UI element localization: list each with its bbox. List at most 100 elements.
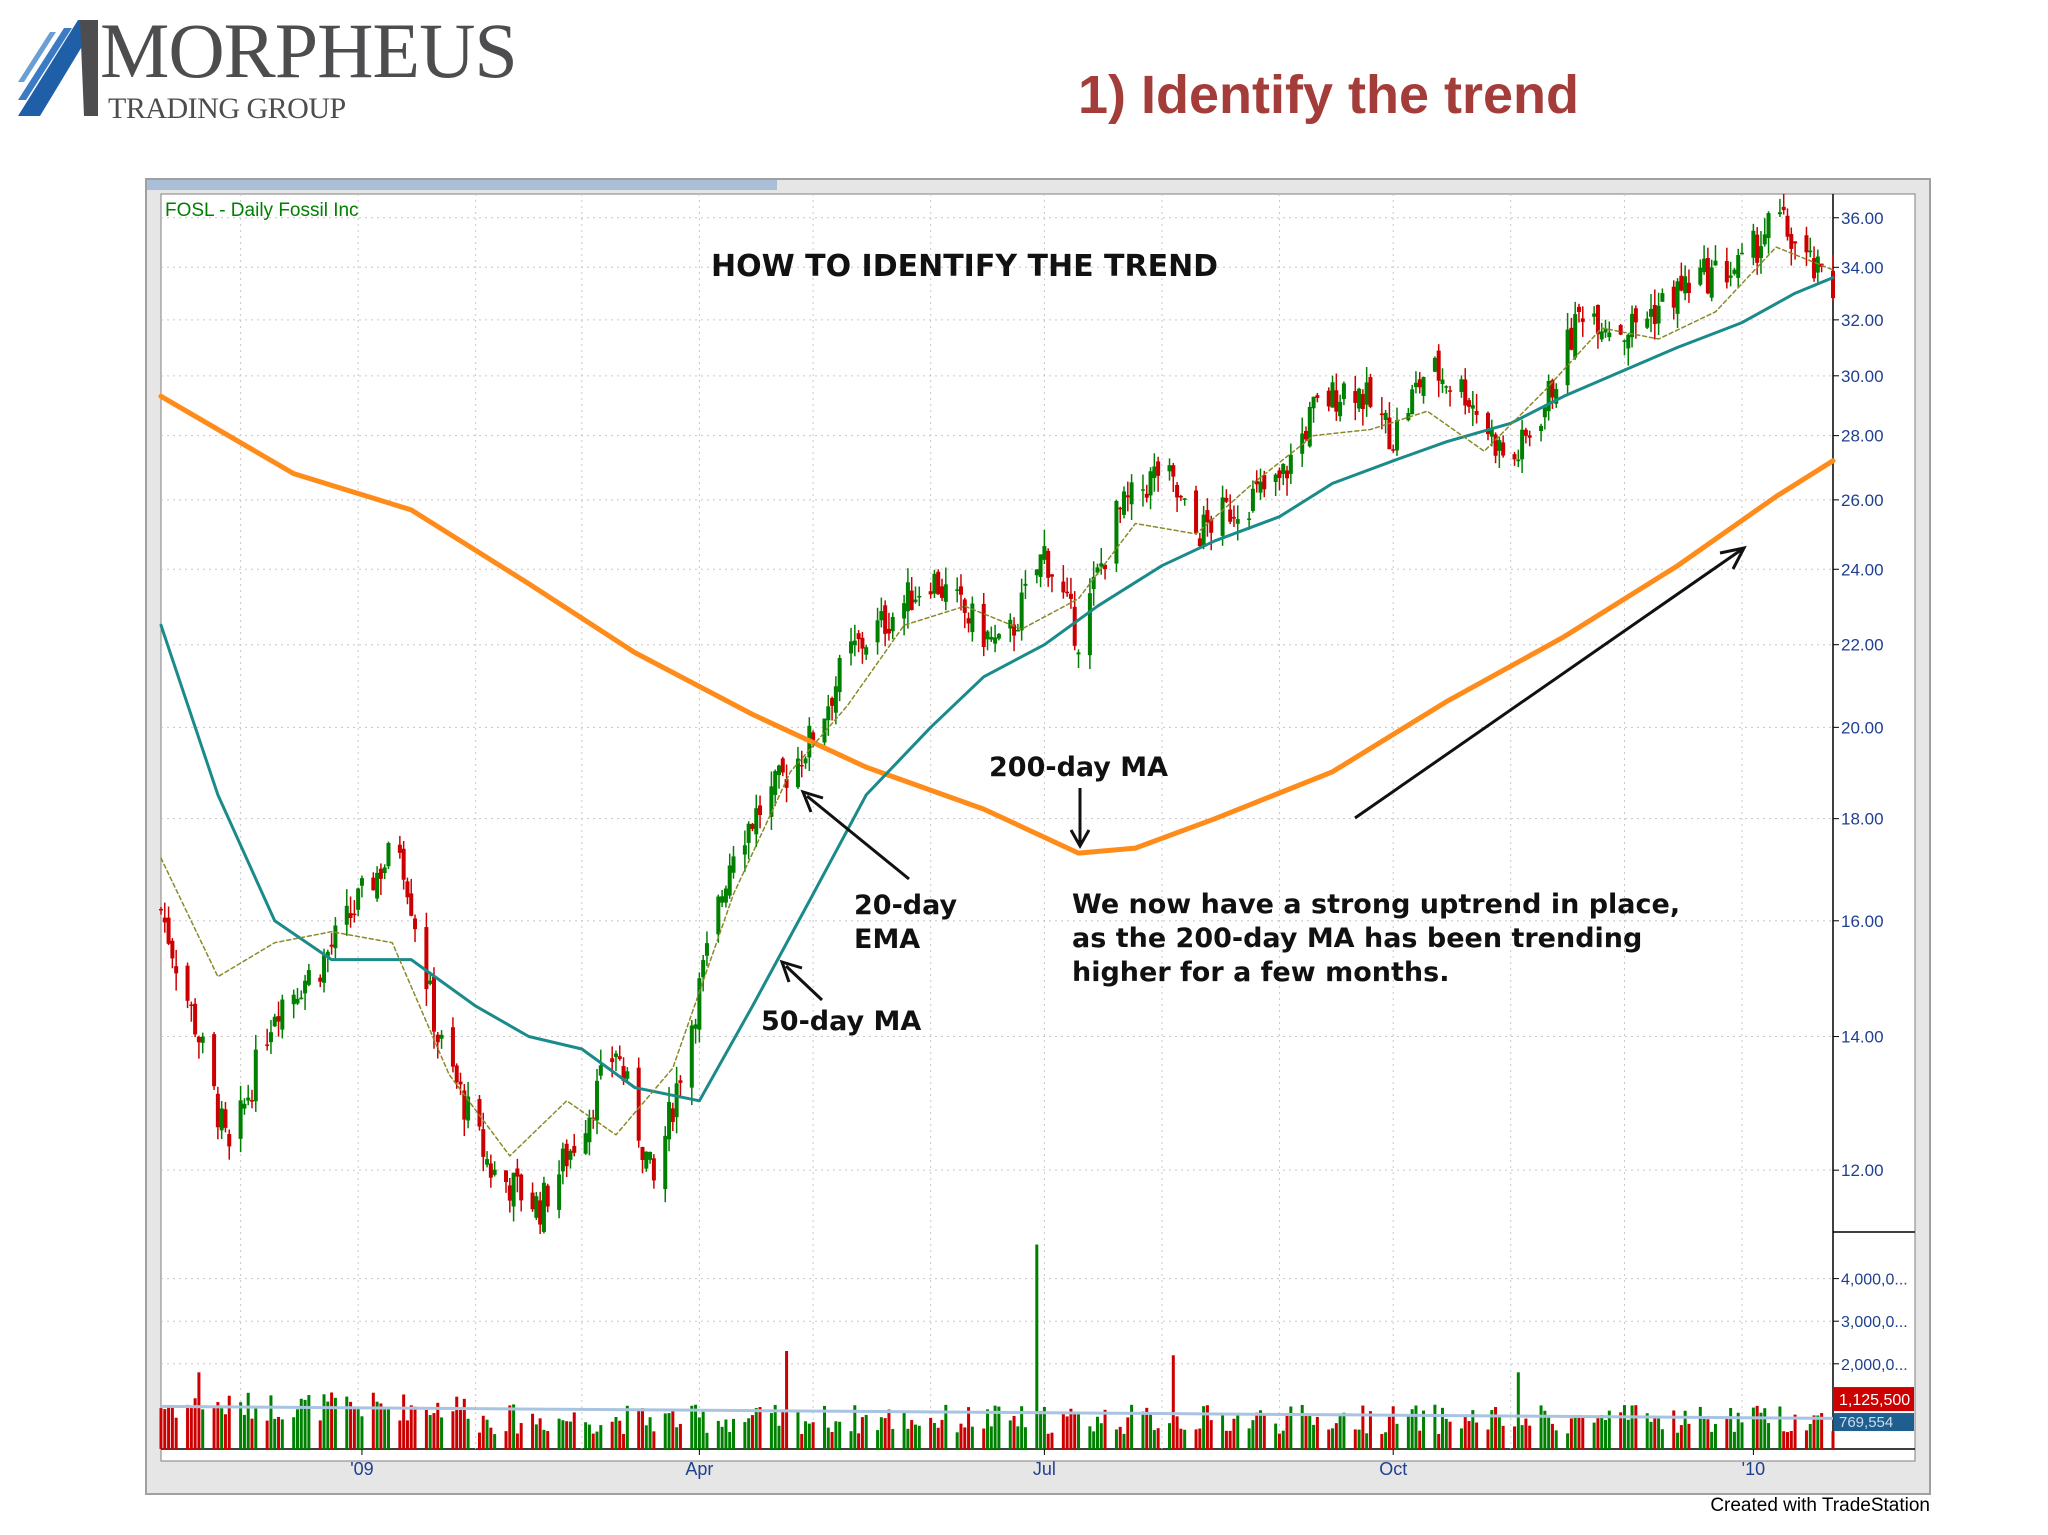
candle-body [477, 1099, 482, 1127]
volume-bar [1289, 1406, 1293, 1449]
volume-avg-badge [1834, 1413, 1914, 1432]
candle-body [1034, 569, 1039, 576]
candle-body [1565, 329, 1570, 386]
volume-bar [754, 1408, 758, 1449]
volume-bar [326, 1401, 330, 1449]
volume-bar [1706, 1419, 1710, 1449]
candle-body [504, 1170, 509, 1183]
volume-bar [883, 1418, 887, 1449]
candle-body [1338, 401, 1343, 417]
volume-bar [269, 1395, 273, 1449]
candle-body [1493, 434, 1498, 456]
volume-bar [1577, 1414, 1581, 1449]
volume-bar [455, 1396, 459, 1449]
volume-bar [1179, 1428, 1183, 1449]
volume-bar [1471, 1410, 1475, 1449]
volume-bar [997, 1406, 1001, 1449]
candle-body [1758, 246, 1763, 258]
candle-body [1387, 417, 1392, 450]
volume-bar [1422, 1410, 1426, 1449]
candle-body [1262, 475, 1267, 490]
candle-body [704, 943, 709, 956]
candle-body [1679, 275, 1684, 291]
volume-bar [375, 1401, 379, 1449]
volume-bar [622, 1433, 626, 1449]
candle-body [189, 1004, 194, 1007]
volume-bar [1050, 1432, 1054, 1449]
volume-bar [705, 1432, 709, 1449]
candle-body [212, 1034, 217, 1087]
volume-bar [1277, 1433, 1281, 1449]
candle-body [439, 1034, 444, 1039]
volume-bar [1334, 1423, 1338, 1449]
volume-bar [1069, 1408, 1073, 1449]
annotation-20-day: 20-day [854, 890, 957, 921]
candle-body [1250, 488, 1255, 511]
candle-body [1485, 412, 1490, 435]
candle-body [280, 999, 285, 1030]
volume-bar [1035, 1244, 1039, 1449]
candle-body [272, 1016, 277, 1027]
volume-bar [1141, 1411, 1145, 1449]
candle-body [1766, 213, 1771, 239]
candle-body [780, 758, 785, 773]
volume-bar [239, 1402, 243, 1449]
candle-body [905, 582, 910, 612]
arrow-20-day-ema [806, 794, 910, 881]
candle-body [667, 1101, 672, 1140]
candle-body [348, 913, 353, 919]
candle-body [1489, 428, 1494, 437]
volume-bar [277, 1416, 281, 1449]
volume-bar [451, 1411, 455, 1449]
volume-bar [1547, 1416, 1551, 1449]
candle-body [1440, 379, 1445, 385]
volume-bar [1221, 1413, 1225, 1449]
volume-bar [781, 1410, 785, 1449]
candle-body [917, 595, 922, 598]
volume-bar [265, 1420, 269, 1449]
candle-body [356, 888, 361, 910]
volume-bar [565, 1421, 569, 1449]
volume-bar [1384, 1432, 1388, 1449]
candle-body [1194, 490, 1199, 533]
candle-body [1254, 480, 1259, 485]
volume-bar [250, 1418, 254, 1449]
volume-bar [1566, 1433, 1570, 1449]
volume-average-line [160, 1404, 1834, 1420]
volume-bar [254, 1407, 258, 1449]
volume-bar [1767, 1423, 1771, 1449]
volume-bar [1183, 1429, 1187, 1449]
candle-body [1072, 606, 1077, 646]
volume-bar [512, 1404, 516, 1449]
annotation-arrows [779, 545, 1747, 1002]
candle-body [1705, 258, 1710, 294]
volume-bar [1255, 1412, 1259, 1449]
volume-bar [1156, 1428, 1160, 1449]
candle-body [1812, 258, 1817, 279]
volume-bar [830, 1432, 834, 1449]
candle-body [1633, 308, 1638, 323]
volume-bar [1513, 1426, 1517, 1449]
candle-body [227, 1134, 232, 1147]
candle-body [1019, 592, 1024, 631]
candle-body [1501, 442, 1506, 456]
volume-bar [1786, 1432, 1790, 1449]
candle-body [886, 628, 891, 634]
candle-body [852, 640, 857, 646]
volume-bar [834, 1421, 838, 1449]
volume-bar [1194, 1429, 1198, 1449]
volume-bar [758, 1407, 762, 1449]
volume-bar [618, 1420, 622, 1449]
candle-body [1512, 454, 1517, 460]
candle-body [1360, 394, 1365, 409]
volume-bar [1759, 1412, 1763, 1449]
volume-bar [466, 1418, 470, 1449]
volume-bar [383, 1408, 387, 1449]
volume-bar [750, 1415, 754, 1449]
volume-bar [902, 1412, 906, 1449]
candle-body [875, 620, 880, 643]
volume-bar [777, 1425, 781, 1449]
volume-bar [1516, 1372, 1520, 1449]
candle-body [1649, 308, 1654, 317]
annotation-uptrend-line1: We now have a strong uptrend in place, [1072, 889, 1680, 920]
